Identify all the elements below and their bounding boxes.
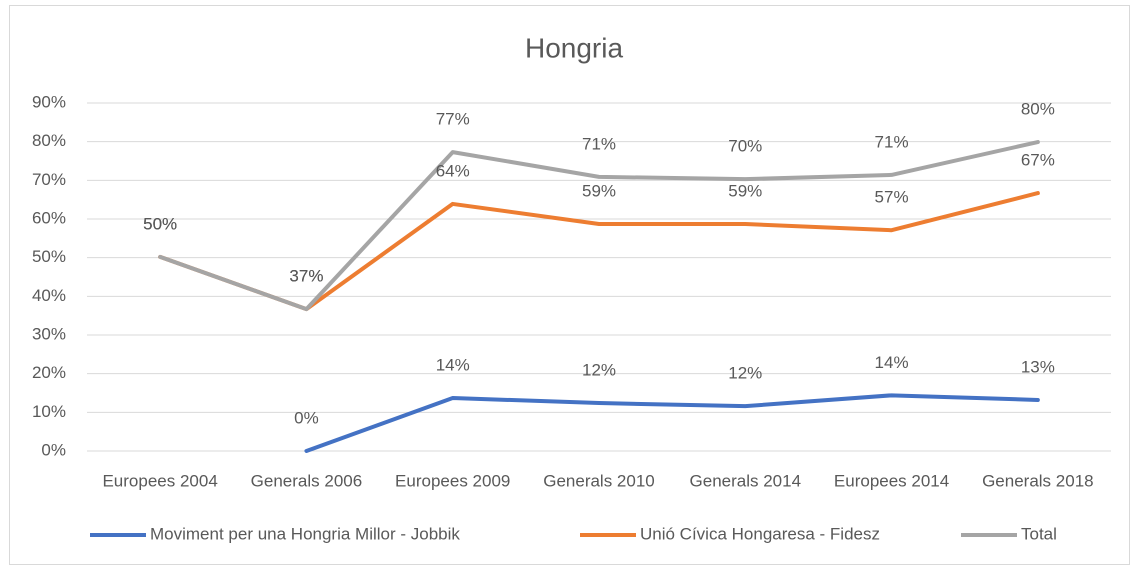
series-line bbox=[304, 393, 1040, 453]
data-label: 13% bbox=[1021, 357, 1055, 376]
x-tick-label: Europees 2009 bbox=[395, 471, 510, 490]
data-label: 71% bbox=[582, 134, 616, 153]
data-label: 64% bbox=[436, 161, 470, 180]
data-label: 71% bbox=[875, 132, 909, 151]
x-tick-label: Generals 2010 bbox=[543, 471, 655, 490]
legend-label: Unió Cívica Hongaresa - Fidesz bbox=[640, 524, 880, 543]
data-label: 67% bbox=[1021, 151, 1055, 170]
data-label: 59% bbox=[728, 182, 762, 201]
data-label: 12% bbox=[728, 364, 762, 383]
legend-label: Total bbox=[1021, 524, 1057, 543]
y-tick-label: 20% bbox=[32, 363, 66, 382]
x-tick-label: Generals 2018 bbox=[982, 471, 1094, 490]
data-label: 70% bbox=[728, 137, 762, 156]
y-tick-label: 90% bbox=[32, 92, 66, 111]
x-tick-label: Europees 2014 bbox=[834, 471, 949, 490]
y-tick-label: 80% bbox=[32, 131, 66, 150]
data-label: 14% bbox=[875, 353, 909, 372]
y-tick-label: 10% bbox=[32, 402, 66, 421]
y-tick-label: 60% bbox=[32, 208, 66, 227]
chart-border bbox=[9, 5, 1130, 565]
data-label: 37% bbox=[289, 267, 323, 286]
series-line bbox=[158, 140, 1040, 312]
x-tick-label: Generals 2014 bbox=[690, 471, 802, 490]
data-label: 59% bbox=[582, 182, 616, 201]
y-tick-label: 70% bbox=[32, 170, 66, 189]
data-label: 77% bbox=[436, 110, 470, 129]
data-label: 0% bbox=[294, 408, 319, 427]
y-tick-label: 30% bbox=[32, 324, 66, 343]
x-tick-label: Generals 2006 bbox=[251, 471, 363, 490]
y-tick-label: 40% bbox=[32, 286, 66, 305]
legend-label: Moviment per una Hongria Millor - Jobbik bbox=[150, 524, 460, 543]
data-label: 57% bbox=[875, 188, 909, 207]
y-tick-label: 50% bbox=[32, 247, 66, 266]
data-label: 37% bbox=[289, 267, 323, 286]
data-label: 50% bbox=[143, 214, 177, 233]
y-tick-label: 0% bbox=[41, 440, 66, 459]
data-label: 12% bbox=[582, 361, 616, 380]
data-label: 14% bbox=[436, 356, 470, 375]
data-label: 80% bbox=[1021, 100, 1055, 119]
x-tick-label: Europees 2004 bbox=[102, 471, 217, 490]
chart-title: Hongria bbox=[525, 32, 623, 63]
data-label: 50% bbox=[143, 214, 177, 233]
